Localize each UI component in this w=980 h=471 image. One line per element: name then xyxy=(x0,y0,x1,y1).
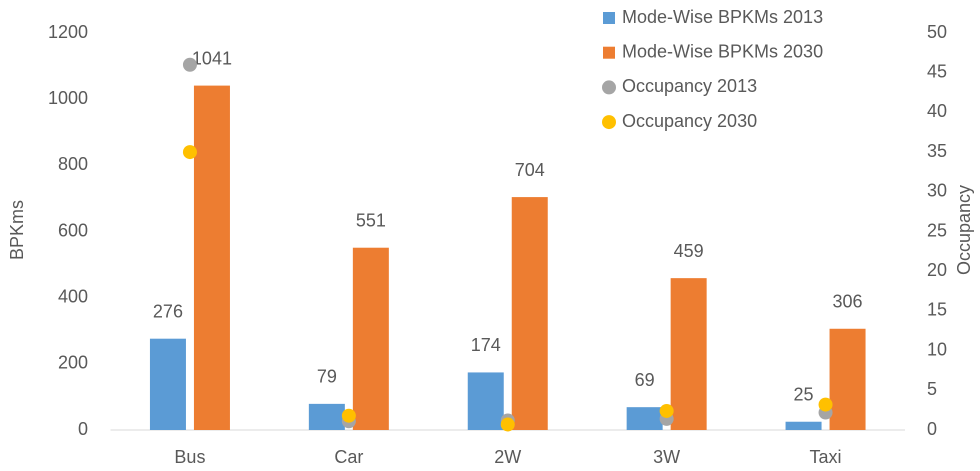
legend-marker xyxy=(603,46,615,59)
data-label: 276 xyxy=(153,301,183,321)
y2-tick-label: 10 xyxy=(927,339,947,359)
bar xyxy=(308,403,345,430)
bar xyxy=(467,372,504,430)
y-tick-label: 400 xyxy=(58,286,88,306)
bar xyxy=(511,197,548,430)
legend-label: Mode-Wise BPKMs 2013 xyxy=(622,7,823,27)
data-label: 25 xyxy=(794,384,814,404)
y-tick-label: 600 xyxy=(58,220,88,240)
y-tick-label: 800 xyxy=(58,154,88,174)
y-tick-label: 200 xyxy=(58,353,88,373)
point xyxy=(341,408,356,423)
y2-tick-label: 5 xyxy=(927,379,937,399)
y2-tick-label: 35 xyxy=(927,141,947,161)
y2-tick-label: 30 xyxy=(927,181,947,201)
legend-marker xyxy=(603,12,615,24)
x-tick-label: Car xyxy=(334,447,363,467)
legend-label: Mode-Wise BPKMs 2030 xyxy=(622,41,823,61)
y2-tick-label: 25 xyxy=(927,220,947,240)
y2-axis-label: Occupancy xyxy=(954,185,974,275)
x-tick-label: Taxi xyxy=(810,447,842,467)
bar xyxy=(670,278,707,430)
x-tick-label: 3W xyxy=(653,447,680,467)
y2-tick-label: 15 xyxy=(927,300,947,320)
y-axis-label: BPKms xyxy=(7,200,27,260)
legend-marker xyxy=(602,115,616,130)
y2-tick-label: 45 xyxy=(927,61,947,81)
bar xyxy=(193,85,230,430)
data-label: 1041 xyxy=(192,48,232,68)
y-tick-label: 1000 xyxy=(48,88,88,108)
y2-tick-label: 50 xyxy=(927,22,947,42)
x-tick-label: Bus xyxy=(174,447,205,467)
legend-label: Occupancy 2013 xyxy=(622,76,757,96)
data-label: 174 xyxy=(471,335,501,355)
point xyxy=(500,417,515,432)
bar xyxy=(785,421,822,430)
y2-tick-label: 40 xyxy=(927,101,947,121)
bar xyxy=(149,338,186,430)
x-tick-label: 2W xyxy=(494,447,521,467)
data-label: 306 xyxy=(833,292,863,312)
point xyxy=(182,57,197,72)
data-label: 551 xyxy=(356,210,386,230)
point xyxy=(182,145,197,160)
legend-marker xyxy=(602,80,616,95)
bar xyxy=(829,328,866,430)
data-label: 704 xyxy=(515,160,545,180)
y-tick-label: 0 xyxy=(78,419,88,439)
bar xyxy=(352,247,389,430)
data-label: 459 xyxy=(674,241,704,261)
data-label: 69 xyxy=(635,370,655,390)
y2-tick-label: 0 xyxy=(927,419,937,439)
point xyxy=(818,397,833,412)
point xyxy=(659,403,674,418)
bar xyxy=(626,407,663,430)
y2-tick-label: 20 xyxy=(927,260,947,280)
data-label: 79 xyxy=(317,367,337,387)
y-tick-label: 1200 xyxy=(48,22,88,42)
legend-label: Occupancy 2030 xyxy=(622,111,757,131)
